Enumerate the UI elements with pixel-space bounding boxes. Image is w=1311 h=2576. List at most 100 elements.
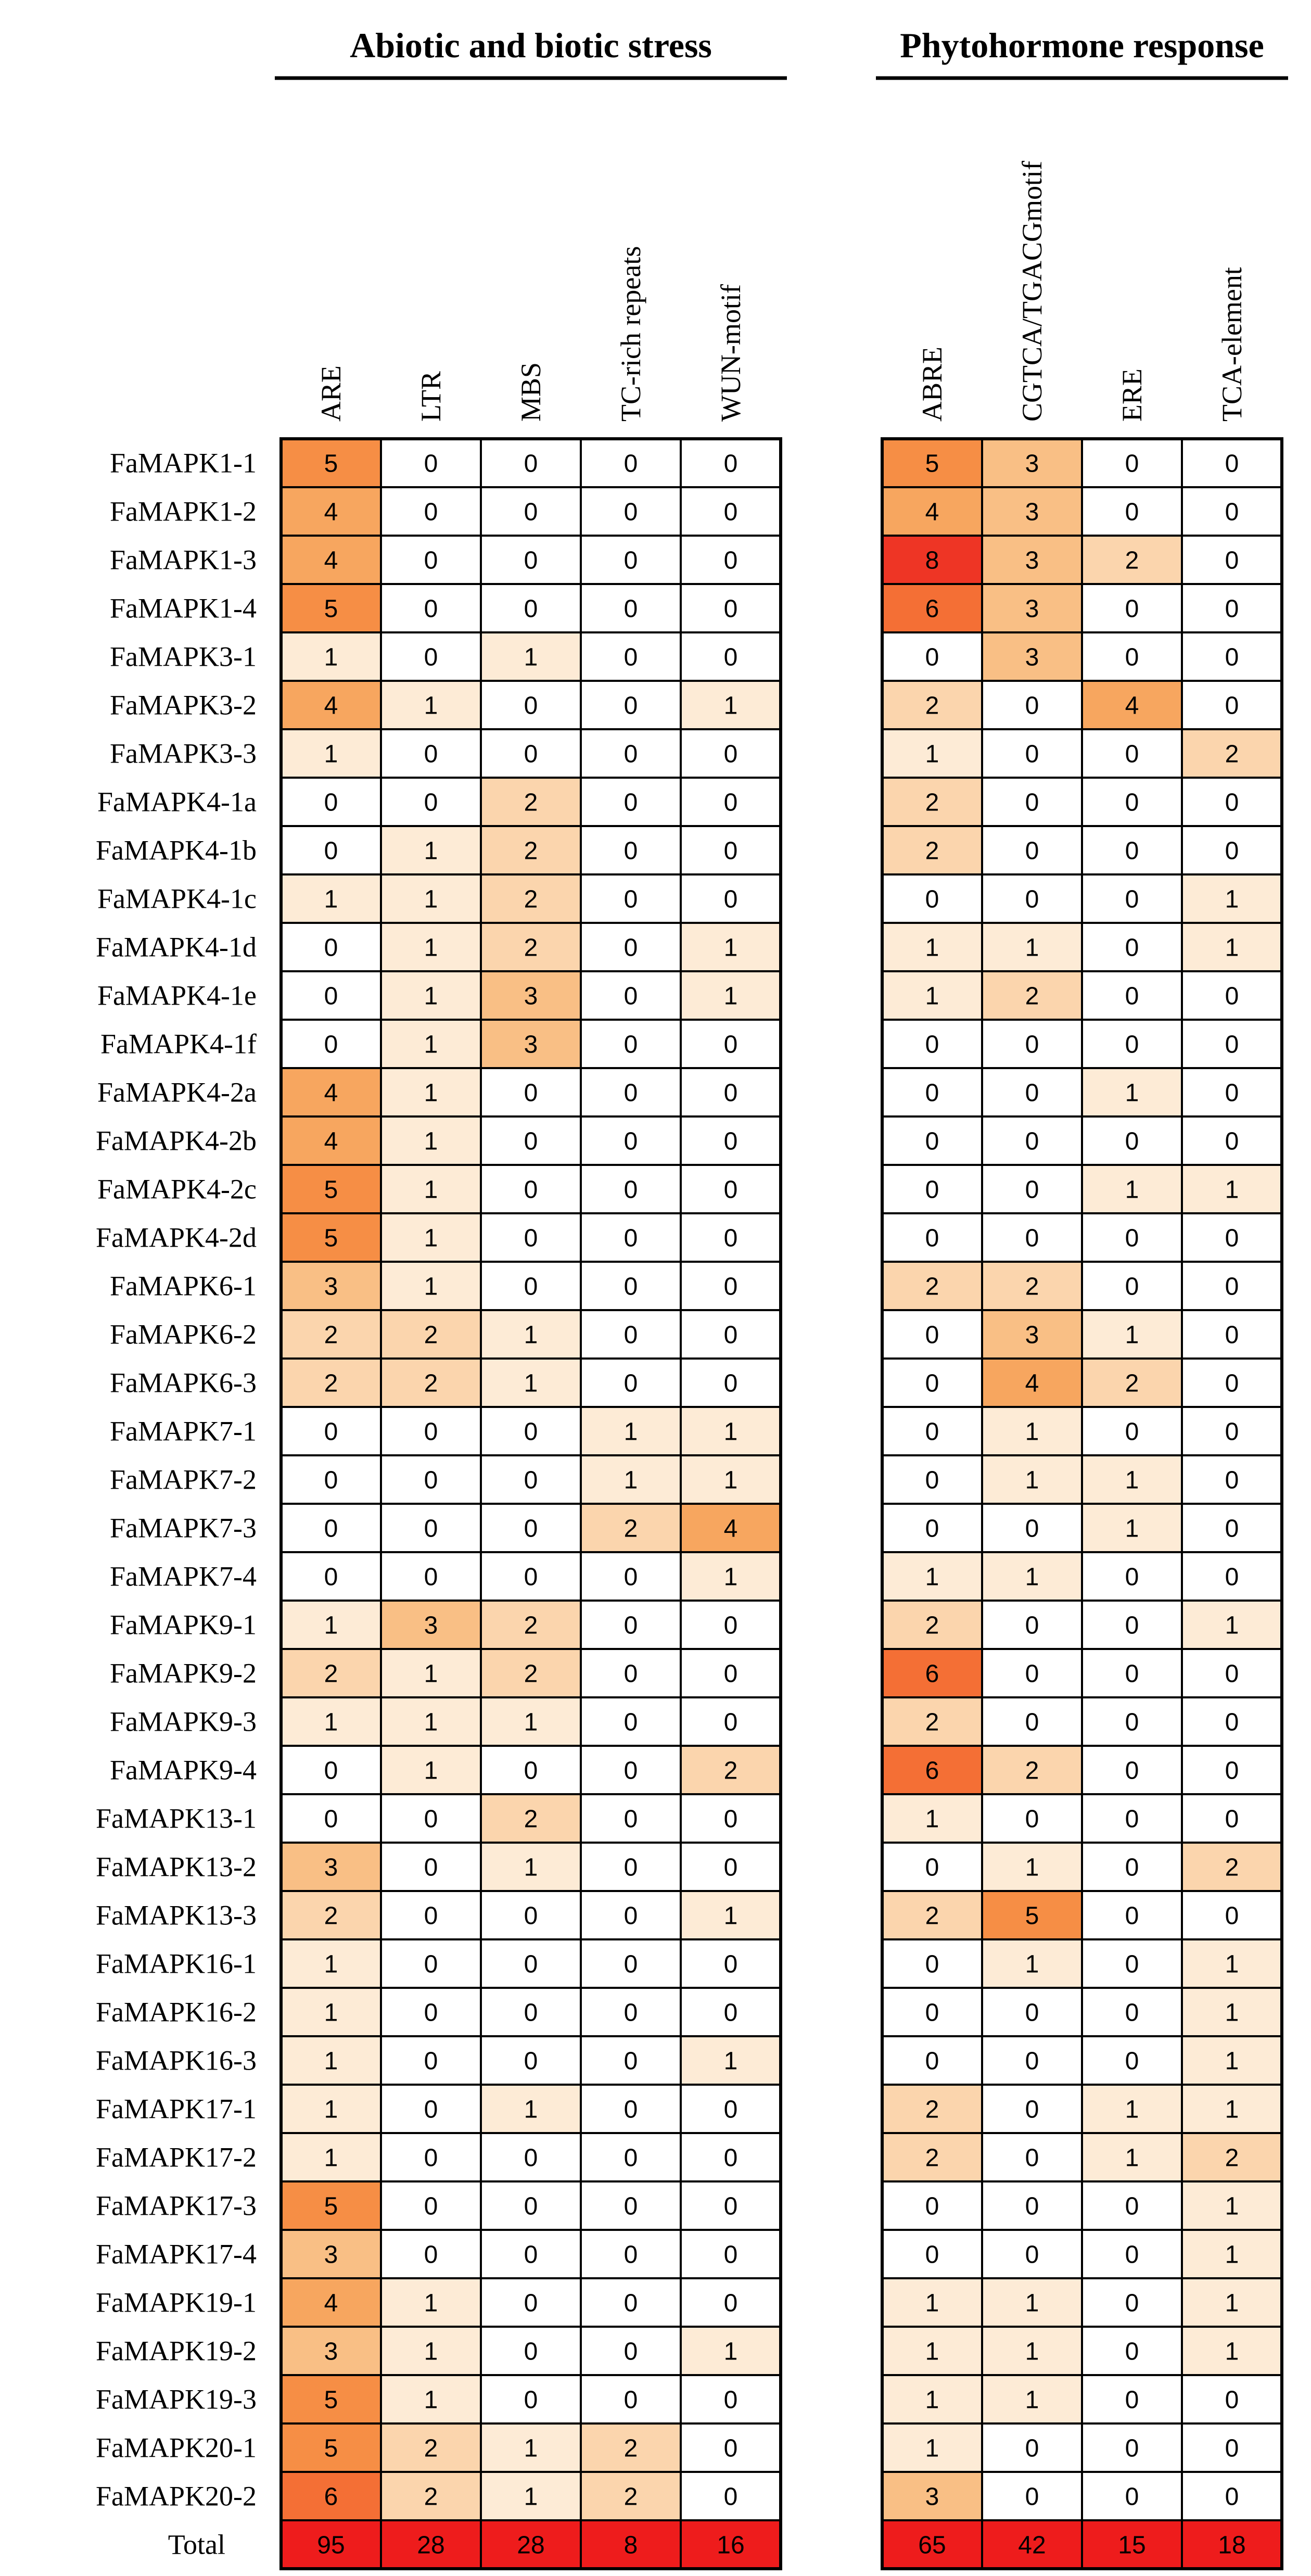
heatmap-cell: [981, 2277, 1083, 2328]
cell-value: 1: [324, 1709, 338, 1736]
cell-value: 0: [624, 1176, 638, 1204]
cell-value: 1: [424, 1660, 438, 1688]
cell-value: 0: [925, 886, 939, 913]
cell-value: 0: [925, 1176, 939, 1204]
cell-value: 3: [324, 1854, 338, 1882]
heatmap-cell: [380, 486, 482, 537]
cell-value: 0: [424, 2144, 438, 2172]
cell-value: 1: [424, 934, 438, 962]
cell-value: 3: [925, 2483, 939, 2511]
cell-value: 3: [1025, 1322, 1039, 1349]
cell-value: 0: [1025, 2048, 1039, 2075]
cell-value: 0: [1025, 2241, 1039, 2269]
cell-value: 2: [925, 1902, 939, 1930]
cell-value: 2: [424, 2483, 438, 2511]
row-label: FaMAPK16-3: [96, 2045, 257, 2076]
cell-value: 0: [1225, 2483, 1239, 2511]
cell-value: 0: [424, 1806, 438, 1833]
cell-value: 2: [1225, 2144, 1239, 2172]
cell-value: 1: [324, 1999, 338, 2027]
heatmap-cell: [480, 2277, 582, 2328]
cell-value: 1: [724, 1467, 738, 1494]
cell-value: 0: [1025, 1709, 1039, 1736]
cell-value: 2: [925, 837, 939, 865]
heatmap-cell: [580, 1454, 682, 1505]
cell-value: 1: [724, 1902, 738, 1930]
heatmap-cell: [580, 1212, 682, 1263]
cell-value: 0: [724, 547, 738, 575]
cell-value: 0: [1225, 1467, 1239, 1494]
cell-value: 1: [925, 2387, 939, 2414]
cell-value: 1: [1225, 886, 1239, 913]
cell-value: 1: [1025, 1467, 1039, 1494]
cell-value: 0: [524, 1999, 538, 2027]
cell-value: 0: [1025, 2483, 1039, 2511]
heatmap-cell: [1181, 583, 1283, 633]
cell-value: 1: [1125, 1515, 1139, 1543]
cell-value: 1: [724, 692, 738, 720]
cell-value: 0: [324, 789, 338, 817]
cell-value: 1: [724, 1564, 738, 1591]
cell-value: 0: [724, 1080, 738, 1107]
cell-value: 0: [624, 1370, 638, 1398]
heatmap-cell: [1081, 2084, 1183, 2134]
cell-value: 0: [624, 2048, 638, 2075]
cell-value: 3: [524, 983, 538, 1010]
cell-value: 0: [424, 547, 438, 575]
cell-value: 0: [624, 644, 638, 671]
total-value: 8: [624, 2532, 638, 2559]
cell-value: 5: [324, 2435, 338, 2463]
cell-value: 6: [925, 1660, 939, 1688]
cell-value: 4: [1025, 1370, 1039, 1398]
cell-value: 0: [1125, 644, 1139, 671]
row-label: FaMAPK13-1: [96, 1803, 257, 1834]
cell-value: 1: [1125, 1080, 1139, 1107]
cell-value: 0: [1225, 1080, 1239, 1107]
cell-value: 0: [724, 1709, 738, 1736]
cell-value: 1: [1225, 2193, 1239, 2220]
cell-value: 1: [524, 2483, 538, 2511]
heatmap-cell: [480, 1600, 582, 1650]
heatmap-cell: [1181, 680, 1283, 730]
cell-value: 1: [1225, 1999, 1239, 2027]
heatmap-cell: [380, 1357, 482, 1408]
cell-value: 1: [1225, 2338, 1239, 2366]
row-label: FaMAPK4-1f: [100, 1029, 257, 1060]
cell-value: 0: [1125, 789, 1139, 817]
cell-value: 2: [925, 1709, 939, 1736]
cell-value: 0: [724, 1128, 738, 1156]
cell-value: 0: [1125, 1128, 1139, 1156]
heatmap-cell: [480, 1551, 582, 1602]
cell-value: 0: [524, 2290, 538, 2317]
cell-value: 1: [424, 1273, 438, 1301]
cell-value: 1: [1025, 2290, 1039, 2317]
cell-value: 0: [524, 1418, 538, 1446]
cell-value: 0: [724, 2290, 738, 2317]
row-label: FaMAPK1-3: [110, 544, 257, 576]
heatmap-cell: [1081, 2422, 1183, 2473]
heatmap-cell: [280, 2471, 382, 2521]
cell-value: 0: [925, 2241, 939, 2269]
cell-value: 0: [724, 789, 738, 817]
cell-value: 0: [1225, 1031, 1239, 1059]
cell-value: 0: [624, 450, 638, 478]
heatmap-cell: [480, 922, 582, 972]
cell-value: 0: [424, 789, 438, 817]
heatmap-cell: [1181, 1019, 1283, 1069]
cell-value: 0: [624, 2144, 638, 2172]
heatmap-cell: [380, 535, 482, 585]
heatmap-cell: [680, 1019, 782, 1069]
cell-value: 2: [524, 934, 538, 962]
heatmap-cell: [881, 2471, 983, 2521]
cell-value: 0: [524, 1128, 538, 1156]
heatmap-cell: [881, 2422, 983, 2473]
cell-value: 1: [1225, 1176, 1239, 1204]
cell-value: 0: [524, 2048, 538, 2075]
cell-value: 2: [524, 1806, 538, 1833]
heatmap-cell: [981, 2132, 1083, 2182]
cell-value: 1: [1125, 2096, 1139, 2124]
heatmap-cell: [1081, 1212, 1183, 1263]
cell-value: 0: [524, 2387, 538, 2414]
cell-value: 1: [424, 1080, 438, 1107]
total-cell: [881, 2519, 983, 2570]
